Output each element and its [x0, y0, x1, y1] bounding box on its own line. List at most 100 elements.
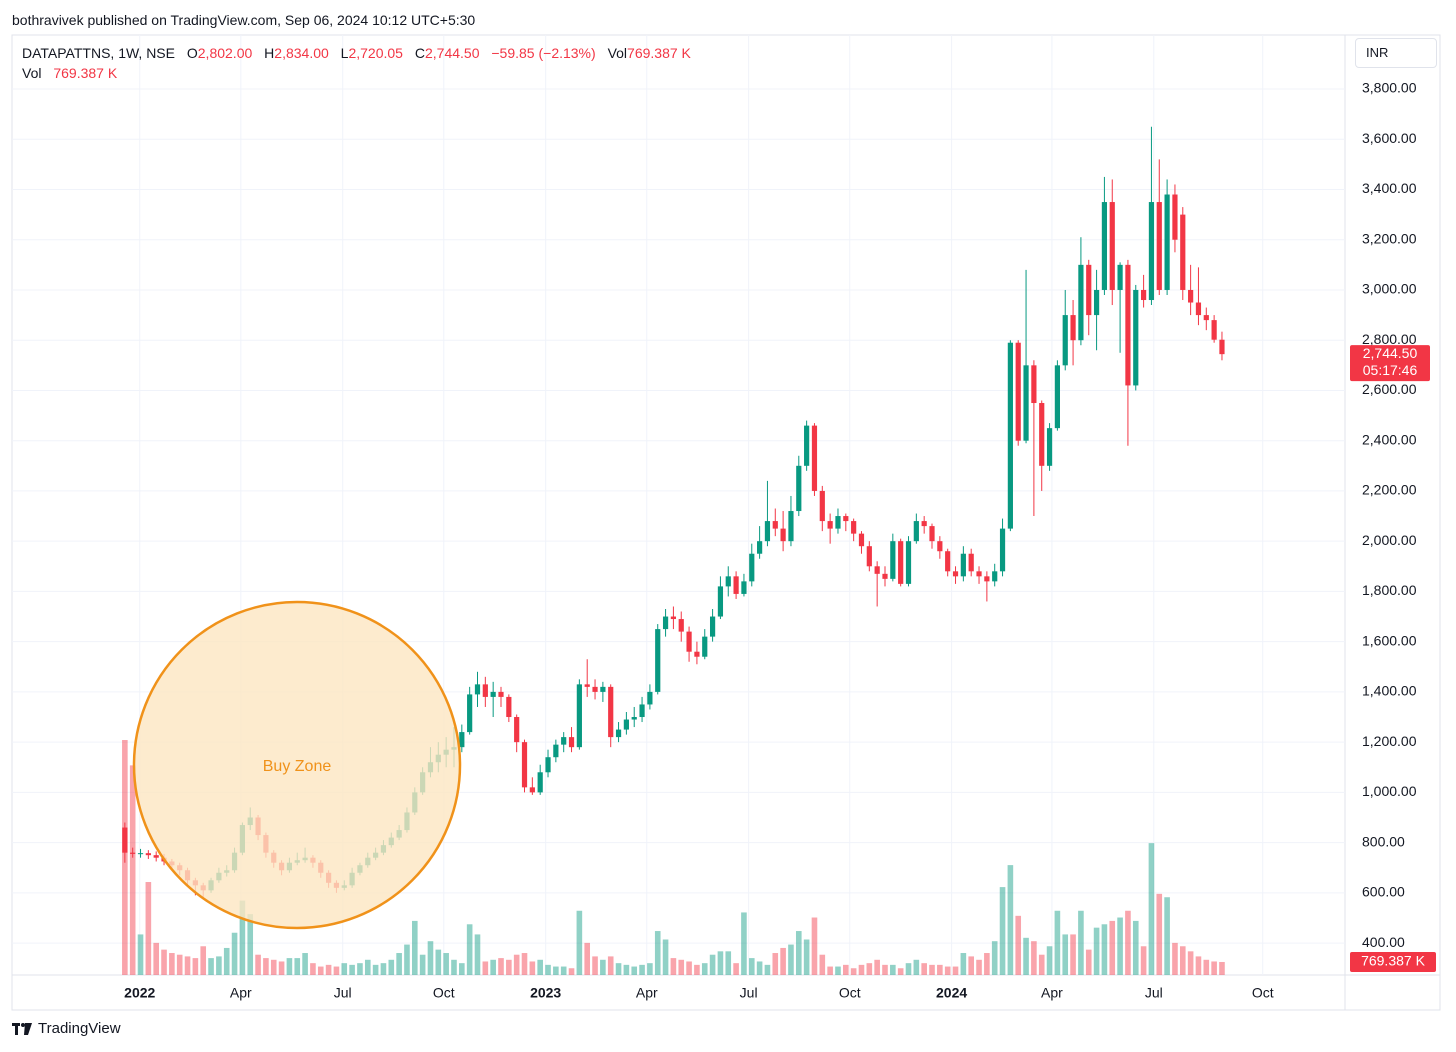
candle-body [1039, 403, 1045, 466]
candle-body [1188, 289, 1194, 303]
y-tick-label: 2,400.00 [1362, 431, 1417, 447]
published-line: bothravivek published on TradingView.com… [12, 12, 476, 28]
candle-body [1156, 202, 1162, 290]
volume-bar [325, 964, 332, 975]
volume-bar [678, 959, 685, 975]
volume-bar [890, 964, 896, 975]
price-tag: 2,744.50 [1363, 345, 1418, 361]
volume-bar [968, 956, 974, 975]
x-tick-label: 2024 [936, 985, 967, 1001]
volume-bar [1101, 924, 1108, 975]
volume-bar [780, 947, 786, 975]
volume-bar [176, 954, 183, 975]
candle-body [858, 533, 865, 547]
candle-body [1031, 365, 1037, 404]
candle-body [1101, 202, 1108, 290]
volume-bar [169, 953, 175, 975]
volume-bar [819, 954, 826, 975]
candle-body [678, 619, 684, 632]
volume-bar [1148, 843, 1155, 975]
volume-bar [1023, 937, 1029, 975]
candle-body [1219, 339, 1225, 355]
volume-bar [137, 934, 144, 975]
volume-bar [1015, 915, 1022, 975]
volume-bar [960, 953, 967, 975]
volume-bar [247, 914, 254, 975]
currency-button[interactable]: INR [1355, 38, 1437, 68]
volume-bar [145, 882, 152, 975]
x-tick-label: Jul [334, 985, 352, 1001]
candle-body [631, 717, 637, 720]
volume-bar [129, 765, 136, 975]
candle-body [670, 616, 677, 620]
candle-body [537, 772, 543, 793]
volume-bar [1140, 946, 1147, 975]
volume-bar [592, 956, 598, 975]
volume-bar [364, 959, 371, 975]
axes: 400.00 600.00 800.00 1,000.00 1,200.00 1,400.… [124, 80, 1436, 1001]
vol-label: Vol [22, 65, 42, 81]
candle-body [1070, 315, 1076, 341]
candle-body [796, 465, 802, 512]
candle-body [1117, 264, 1123, 290]
countdown: 05:17:46 [1363, 362, 1418, 378]
volume-bar [294, 958, 301, 975]
volume-bar [1031, 941, 1037, 975]
volume-bar [263, 958, 269, 975]
y-tick-label: 3,600.00 [1362, 130, 1417, 146]
volume-bar [929, 964, 935, 975]
volume-bar [506, 959, 512, 975]
volume-tag: 769.387 K [1361, 953, 1425, 969]
candle-body [1172, 194, 1178, 240]
candle-body [576, 684, 582, 748]
volume-bar [521, 953, 528, 975]
volume-bar [913, 959, 920, 975]
brand: TradingView [12, 1020, 121, 1037]
candle-body [1148, 202, 1155, 301]
change: −59.85 (−2.13%) [491, 45, 596, 61]
candle-body [647, 691, 653, 705]
volume-bar [827, 966, 833, 975]
volume-bar [231, 932, 238, 975]
volume-bar [411, 920, 418, 975]
volume-bar [1093, 927, 1100, 975]
candle-body [662, 616, 669, 630]
x-tick-label: 2023 [530, 985, 561, 1001]
volume-bar [717, 951, 724, 975]
volume-bar [835, 966, 841, 975]
candle-body [467, 694, 473, 733]
volume-bar [255, 954, 261, 975]
legend-line: DATAPATTNS, 1W, NSE O2,802.00 H2,834.00 … [22, 45, 691, 61]
candle-body [694, 651, 700, 657]
volume-bar [733, 963, 739, 975]
candle-body [1007, 342, 1013, 529]
volume-bar [1164, 897, 1170, 975]
volume-bar [1070, 934, 1076, 975]
grid [12, 35, 1345, 975]
candle-body [568, 737, 575, 748]
candle-body [521, 742, 528, 788]
volume-bar [788, 944, 794, 975]
volume-bar [1062, 934, 1069, 975]
candle-body [843, 516, 849, 522]
candle-body [764, 521, 771, 542]
volume-bar [725, 951, 732, 975]
volume-bar [1179, 946, 1186, 975]
candle-body [913, 521, 919, 542]
candle-body [686, 631, 692, 652]
chart-frame [11, 34, 1441, 1011]
volume-bar [1046, 946, 1053, 975]
candle-body [882, 573, 888, 579]
candle-body [1015, 342, 1021, 441]
candle-body [929, 526, 935, 542]
candle-body [506, 696, 512, 718]
volume-bar [372, 964, 379, 975]
candle-body [709, 616, 716, 637]
x-tick-label: Apr [636, 985, 658, 1001]
volume-bar [404, 944, 410, 975]
y-tick-label: 1,200.00 [1362, 733, 1417, 749]
volume-bar [999, 887, 1006, 975]
volume-bar [1007, 865, 1014, 975]
y-tick-label: 400.00 [1362, 934, 1405, 950]
